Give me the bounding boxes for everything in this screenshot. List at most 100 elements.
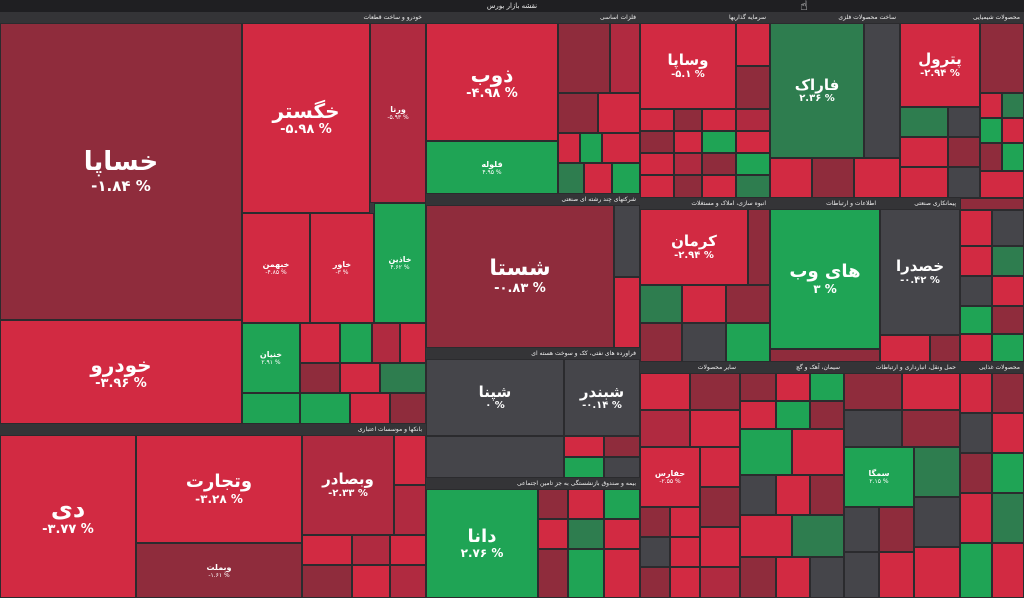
stock-tile[interactable] [690,373,740,410]
stock-tile[interactable] [674,175,702,198]
stock-tile[interactable] [864,23,900,158]
stock-tile[interactable] [604,549,640,598]
stock-tile[interactable] [948,107,980,137]
stock-tile[interactable] [980,23,1024,93]
stock-tile[interactable] [792,429,844,475]
stock-tile[interactable] [302,535,352,565]
stock-tile[interactable] [992,246,1024,276]
stock-tile[interactable] [700,447,740,487]
stock-tile[interactable] [792,515,844,557]
stock-tile[interactable] [538,519,568,549]
tile-simga[interactable]: سمگا ۲.۱۵ % [844,447,914,507]
stock-tile[interactable] [736,66,770,109]
stock-tile[interactable] [558,133,580,163]
stock-tile[interactable] [640,109,674,131]
stock-tile[interactable] [394,435,426,485]
tile-hafars[interactable]: حفارس -۲.۵۵ % [640,447,700,507]
stock-tile[interactable] [300,363,340,393]
stock-tile[interactable] [740,429,792,475]
stock-tile[interactable] [640,175,674,198]
stock-tile[interactable] [879,507,914,552]
stock-tile[interactable] [584,163,612,194]
stock-tile[interactable] [748,209,770,285]
stock-tile[interactable] [702,175,736,198]
stock-tile[interactable] [960,373,992,413]
stock-tile[interactable] [980,93,1002,118]
stock-tile[interactable] [702,109,736,131]
stock-tile[interactable] [640,410,690,447]
stock-tile[interactable] [900,107,948,137]
stock-tile[interactable] [736,109,770,131]
stock-tile[interactable] [242,393,300,424]
tile-farak[interactable]: فاراک ۲.۳۶ % [770,23,864,158]
stock-tile[interactable] [682,323,726,362]
stock-tile[interactable] [776,401,810,429]
stock-tile[interactable] [640,285,682,323]
stock-tile[interactable] [602,133,640,163]
stock-tile[interactable] [879,552,914,598]
stock-tile[interactable] [902,410,960,447]
stock-tile[interactable] [740,557,776,598]
stock-tile[interactable] [844,507,879,552]
stock-tile[interactable] [914,447,960,497]
stock-tile[interactable] [614,277,640,348]
stock-tile[interactable] [690,410,740,447]
stock-tile[interactable] [352,565,390,598]
stock-tile[interactable] [702,131,736,153]
tile-kerman[interactable]: کرمان -۲.۹۴ % [640,209,748,285]
stock-tile[interactable] [960,198,1024,210]
stock-tile[interactable] [740,475,776,515]
stock-tile[interactable] [914,547,960,598]
stock-tile[interactable] [992,543,1024,598]
stock-tile[interactable] [992,493,1024,543]
stock-tile[interactable] [640,507,670,537]
stock-tile[interactable] [350,393,390,424]
stock-tile[interactable] [726,285,770,323]
stock-tile[interactable] [400,323,426,363]
tile-vebsader[interactable]: وبصادر -۲.۳۳ % [302,435,394,535]
stock-tile[interactable] [700,487,740,527]
stock-tile[interactable] [640,537,670,567]
tile-kheniro[interactable]: خنیان ۲.۹۱ % [242,323,300,393]
stock-tile[interactable] [640,373,690,410]
tile-khebahman[interactable]: خبهمن -۴.۸۵ % [242,213,310,323]
tile-khegostar[interactable]: خگستر -۵.۹۸ % [242,23,370,213]
stock-tile[interactable] [736,131,770,153]
stock-tile[interactable] [914,497,960,547]
stock-tile[interactable] [538,549,568,598]
stock-tile[interactable] [674,131,702,153]
stock-tile[interactable] [1002,118,1024,143]
stock-tile[interactable] [930,335,960,362]
stock-tile[interactable] [960,453,992,493]
stock-tile[interactable] [640,131,674,153]
stock-tile[interactable] [980,118,1002,143]
tile-khesapa[interactable]: خساپا -۱.۸۴ % [0,23,242,320]
stock-tile[interactable] [960,210,992,246]
stock-tile[interactable] [340,323,372,363]
stock-tile[interactable] [992,373,1024,413]
stock-tile[interactable] [390,535,426,565]
stock-tile[interactable] [674,153,702,175]
stock-tile[interactable] [810,475,844,515]
stock-tile[interactable] [770,349,880,362]
stock-tile[interactable] [776,373,810,401]
tile-vatejarat[interactable]: وتجارت -۳.۲۸ % [136,435,302,543]
tile-vebmelat[interactable]: وبملت -۱.۶۱ % [136,543,302,598]
stock-tile[interactable] [568,549,604,598]
stock-tile[interactable] [340,363,380,393]
stock-tile[interactable] [604,436,640,457]
tile-shebandar[interactable]: شبندر -۰.۱۴ % [564,359,640,436]
tile-shasta[interactable]: شستا -۰.۸۳ % [426,205,614,348]
tile-khavar[interactable]: خاور -۳ % [310,213,374,323]
stock-tile[interactable] [810,557,844,598]
stock-tile[interactable] [740,515,792,557]
stock-tile[interactable] [960,493,992,543]
stock-tile[interactable] [810,373,844,401]
stock-tile[interactable] [682,285,726,323]
stock-tile[interactable] [736,175,770,198]
stock-tile[interactable] [372,323,400,363]
stock-tile[interactable] [736,23,770,66]
stock-tile[interactable] [604,489,640,519]
stock-tile[interactable] [992,413,1024,453]
stock-tile[interactable] [300,323,340,363]
